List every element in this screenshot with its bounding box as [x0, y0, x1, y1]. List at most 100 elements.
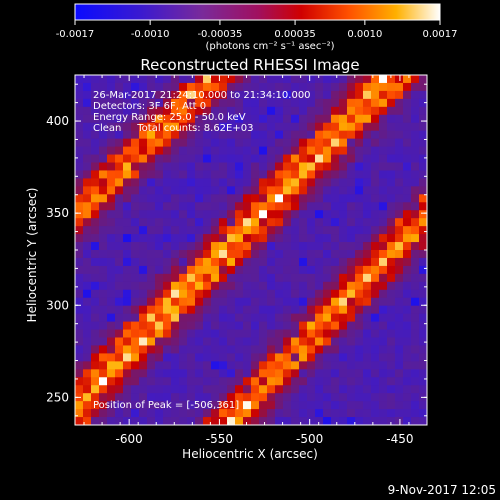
heatmap-cell	[195, 242, 204, 251]
heatmap-cell	[251, 353, 260, 362]
heatmap-cell	[395, 289, 404, 299]
heatmap-cell	[83, 146, 92, 156]
heatmap-cell	[83, 409, 92, 418]
heatmap-cell	[403, 138, 412, 148]
heatmap-cell	[315, 202, 324, 211]
heatmap-cell	[123, 170, 132, 179]
heatmap-cell	[355, 226, 364, 235]
heatmap-cell	[83, 345, 92, 354]
heatmap-cell	[267, 242, 276, 251]
heatmap-cell	[219, 146, 228, 156]
heatmap-cell	[131, 393, 140, 402]
heatmap-cell	[363, 90, 372, 100]
heatmap-cell	[331, 138, 340, 148]
heatmap-cell	[123, 75, 132, 84]
heatmap-cell	[275, 401, 284, 410]
heatmap-cell	[419, 130, 427, 140]
heatmap-cell	[171, 385, 180, 394]
heatmap-cell	[251, 162, 260, 171]
heatmap-cell	[267, 257, 276, 267]
heatmap-cell	[75, 337, 84, 346]
heatmap-cell	[411, 146, 420, 156]
heatmap-cell	[419, 313, 427, 323]
heatmap-cell	[331, 218, 340, 227]
heatmap-cell	[171, 122, 180, 132]
heatmap-cell	[107, 210, 116, 219]
heatmap-cell	[347, 202, 356, 211]
heatmap-cell	[75, 305, 84, 315]
heatmap-cell	[275, 138, 284, 148]
heatmap-cell	[363, 226, 372, 235]
heatmap-cell	[195, 138, 204, 148]
heatmap-cell	[403, 417, 412, 425]
heatmap-cell	[339, 154, 348, 163]
heatmap-cell	[331, 114, 340, 124]
heatmap-cell	[171, 202, 180, 211]
heatmap-cell	[123, 154, 132, 163]
heatmap-cell	[395, 345, 404, 354]
heatmap-cell	[123, 289, 132, 299]
heatmap-cell	[243, 377, 252, 386]
heatmap-cell	[131, 186, 140, 195]
heatmap-cell	[371, 178, 380, 187]
heatmap-cell	[243, 226, 252, 235]
heatmap-cell	[371, 114, 380, 124]
heatmap-cell	[323, 98, 332, 108]
heatmap-cell	[355, 409, 364, 418]
heatmap-cell	[155, 361, 164, 370]
heatmap-cell	[347, 329, 356, 338]
heatmap-cell	[115, 234, 124, 243]
heatmap-cell	[219, 361, 228, 370]
heatmap-cell	[139, 393, 148, 402]
heatmap-cell	[419, 162, 427, 171]
heatmap-cell	[419, 273, 427, 283]
heatmap-cell	[219, 194, 228, 203]
heatmap-cell	[259, 385, 268, 394]
heatmap-cell	[227, 409, 236, 418]
heatmap-cell	[283, 194, 292, 203]
heatmap-cell	[91, 82, 100, 92]
heatmap-cell	[211, 377, 220, 386]
heatmap-cell	[299, 361, 308, 370]
heatmap-cell	[307, 337, 316, 346]
heatmap-cell	[187, 321, 196, 331]
heatmap-cell	[211, 250, 220, 259]
heatmap-cell	[395, 417, 404, 425]
heatmap-cell	[227, 401, 236, 410]
heatmap-cell	[219, 377, 228, 386]
heatmap-cell	[123, 257, 132, 267]
heatmap-cell	[339, 385, 348, 394]
heatmap-cell	[283, 265, 292, 275]
heatmap-cell	[203, 170, 212, 179]
heatmap-cell	[347, 361, 356, 370]
heatmap-cell	[363, 409, 372, 418]
heatmap-cell	[139, 281, 148, 291]
heatmap-cell	[171, 353, 180, 362]
heatmap-cell	[99, 82, 108, 92]
heatmap-cell	[155, 242, 164, 251]
heatmap-cell	[123, 178, 132, 187]
heatmap-cell	[267, 393, 276, 402]
heatmap-cell	[355, 337, 364, 346]
heatmap-cell	[323, 114, 332, 124]
heatmap-cell	[99, 281, 108, 291]
heatmap-cell	[235, 122, 244, 132]
heatmap-cell	[155, 114, 164, 124]
heatmap-cell	[403, 297, 412, 307]
heatmap-cell	[411, 385, 420, 394]
heatmap-cell	[227, 162, 236, 171]
heatmap-cell	[331, 409, 340, 418]
heatmap-cell	[123, 194, 132, 203]
heatmap-cell	[219, 98, 228, 108]
heatmap-cell	[275, 170, 284, 179]
heatmap-cell	[283, 273, 292, 283]
heatmap-cell	[91, 401, 100, 410]
heatmap-cell	[171, 265, 180, 275]
heatmap-cell	[187, 154, 196, 163]
heatmap-cell	[211, 130, 220, 140]
heatmap-cell	[315, 361, 324, 370]
heatmap-cell	[227, 337, 236, 346]
heatmap-cell	[99, 226, 108, 235]
heatmap-cell	[211, 409, 220, 418]
heatmap-cell	[99, 90, 108, 100]
